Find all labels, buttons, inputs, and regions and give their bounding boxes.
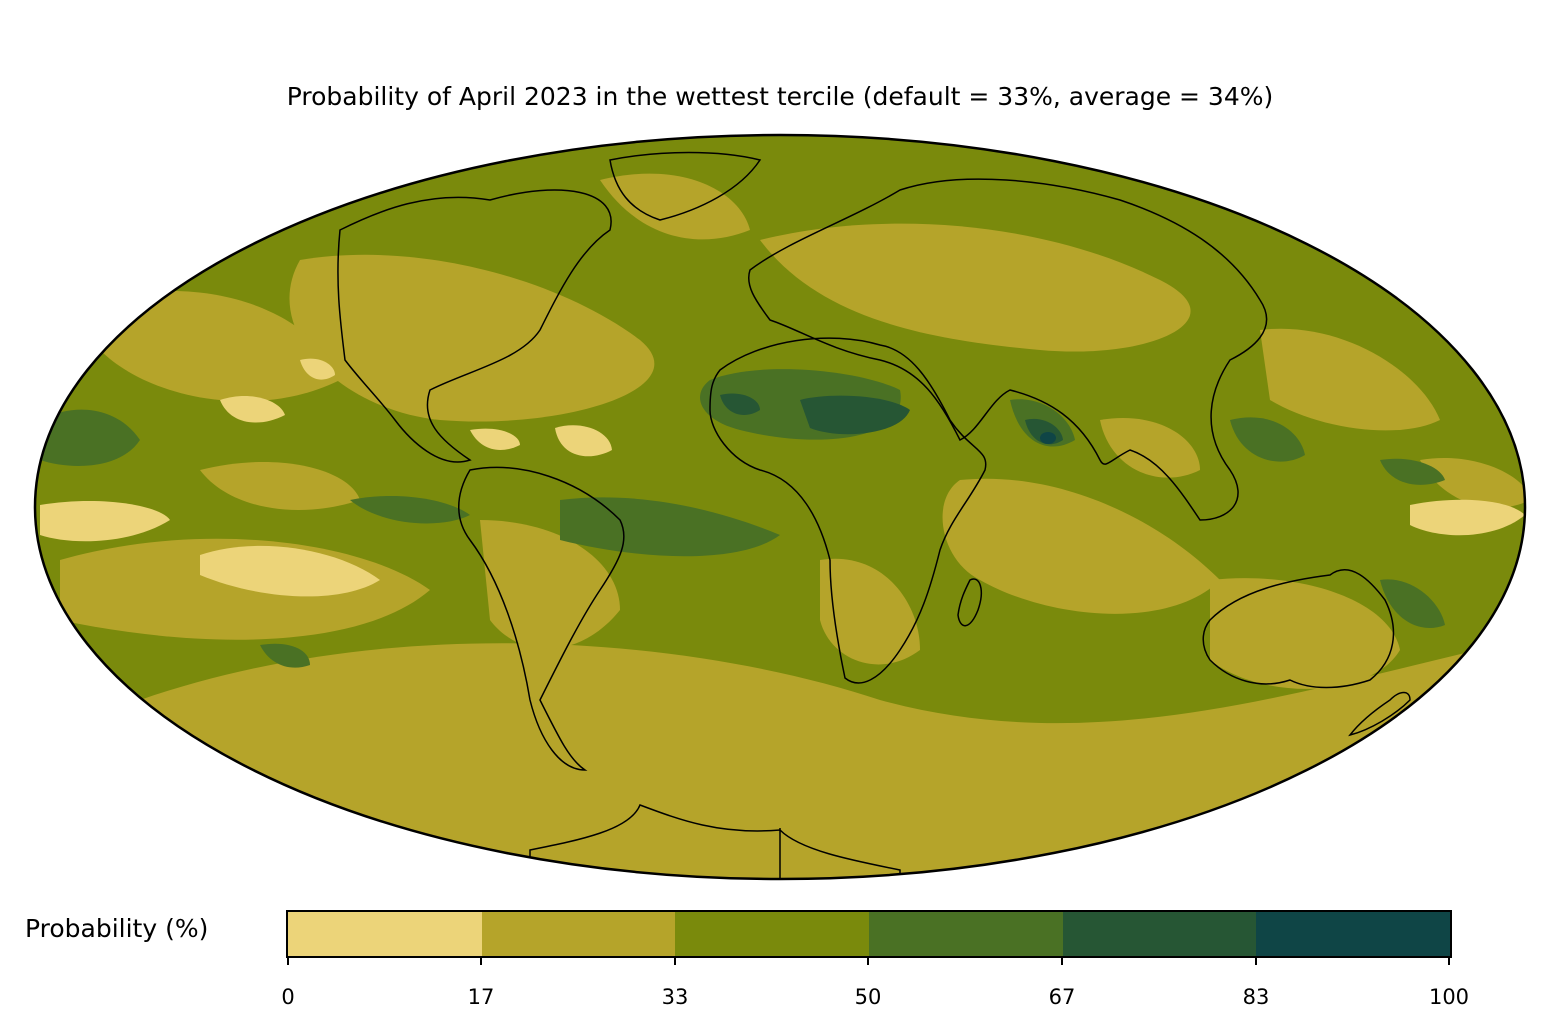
- colorbar-tick-label: 17: [467, 985, 495, 1009]
- colorbar-tick-label: 33: [661, 985, 689, 1009]
- colorbar-tick-label: 83: [1242, 985, 1270, 1009]
- colorbar-tick: [287, 956, 289, 965]
- colorbar-tick-label: 67: [1048, 985, 1076, 1009]
- map-title: Probability of April 2023 in the wettest…: [286, 82, 1274, 111]
- colorbar-segment-33-50: [675, 912, 870, 956]
- colorbar-segment-17-33: [481, 912, 676, 956]
- colorbar-tick-label: 100: [1428, 985, 1470, 1009]
- colorbar-tick: [867, 956, 869, 965]
- colorbar: [286, 910, 1452, 958]
- colorbar-tick: [674, 956, 676, 965]
- colorbar-tick: [1255, 956, 1257, 965]
- colorbar-label: Probability (%): [25, 914, 209, 943]
- colorbar-segment-67-83: [1062, 912, 1257, 956]
- colorbar-segment-0-17: [288, 912, 482, 956]
- coastlines: [337, 151, 1411, 879]
- class-0-17-areas: [40, 358, 1525, 597]
- colorbar-tick: [1061, 956, 1063, 965]
- colorbar-segment-83-100: [1256, 912, 1451, 956]
- colorbar-tick-label: 50: [854, 985, 882, 1009]
- globe-outline: [33, 133, 1527, 881]
- class-83-100-areas: [1040, 432, 1056, 444]
- colorbar-tick: [1448, 956, 1450, 965]
- colorbar-tick-label: 0: [281, 985, 295, 1009]
- colorbar-tick: [480, 956, 482, 965]
- colorbar-segment-50-67: [869, 912, 1063, 956]
